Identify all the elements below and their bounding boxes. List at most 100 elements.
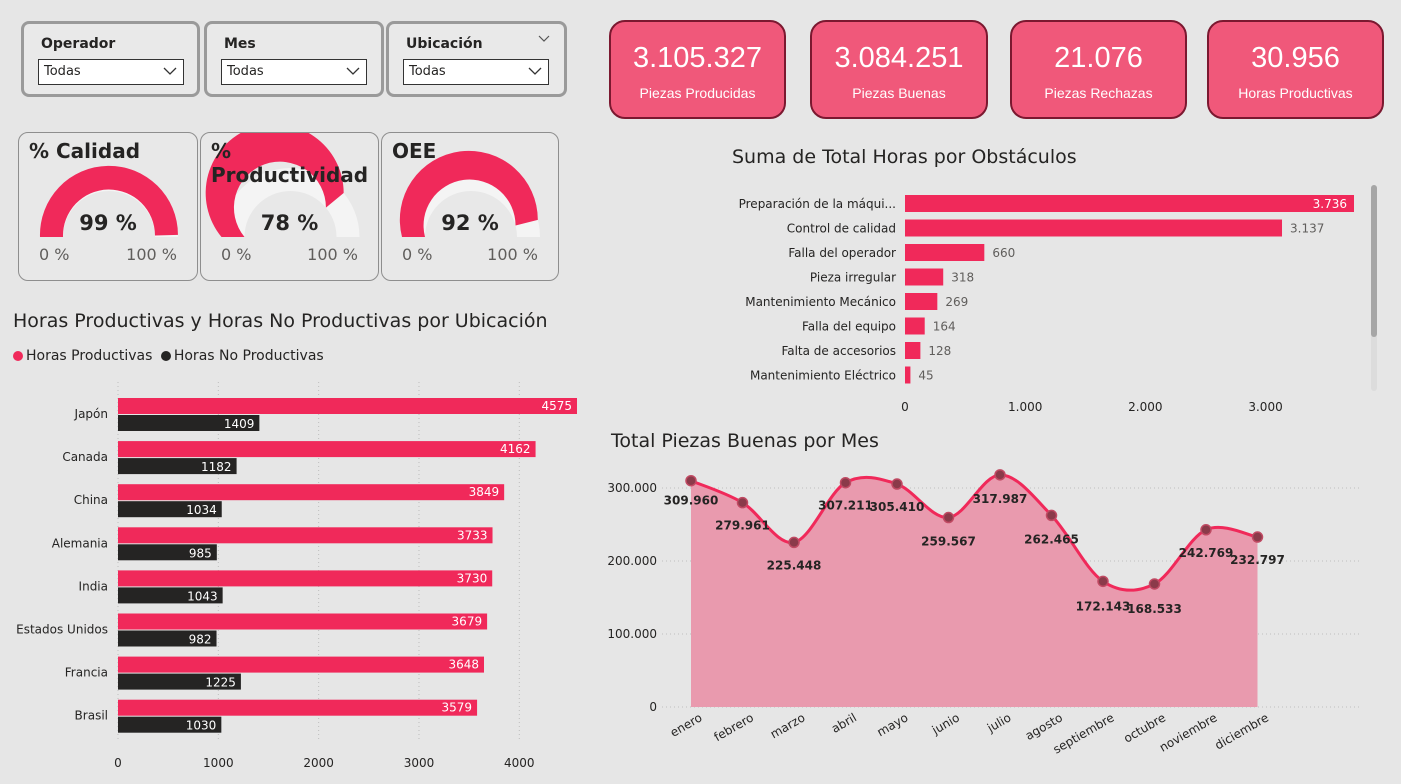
- bar-no-productivas: [118, 458, 237, 475]
- kpi-card-piezas-producidas: 3.105.327 Piezas Producidas: [609, 20, 786, 119]
- data-label: 307.211: [818, 499, 873, 513]
- bar-value-label: 3849: [469, 485, 500, 499]
- bar-value-label: 45: [918, 369, 933, 383]
- scrollbar[interactable]: [1371, 185, 1377, 391]
- slicer-label: Mes: [224, 36, 256, 52]
- scrollbar-thumb[interactable]: [1371, 185, 1377, 337]
- operador-dropdown[interactable]: Todas: [38, 59, 184, 85]
- bar-chart-ubicacion: 0 1000 2000 3000 4000 Japón 4575 1409 Canada 4162…: [16, 382, 577, 770]
- bar-value-label: 3730: [457, 571, 488, 585]
- x-tick-label: agosto: [1023, 710, 1065, 742]
- data-label: 279.961: [715, 519, 770, 533]
- legend-marker: [13, 351, 23, 361]
- data-point: [839, 476, 852, 489]
- kpi-value: 3.105.327: [632, 42, 762, 74]
- bar-value-label: 318: [951, 271, 974, 285]
- bar-productivas: [118, 527, 493, 544]
- data-label: 305.410: [870, 500, 925, 514]
- dropdown-value: Todas: [409, 64, 446, 79]
- slicer-operador[interactable]: Operador Todas: [21, 21, 200, 97]
- legend-item-productivas[interactable]: Horas Productivas: [13, 348, 152, 364]
- slicer-label: Operador: [41, 36, 116, 52]
- bar-obstaculo: [905, 244, 985, 261]
- bar-value-label: 1182: [201, 460, 232, 474]
- bar-value-label: 3679: [452, 615, 483, 629]
- x-tick-label: julio: [984, 710, 1013, 735]
- bar-value-label: 164: [933, 320, 956, 334]
- slicer-ubicacion[interactable]: Ubicación Todas: [386, 21, 567, 97]
- bar-value-label: 1409: [224, 417, 255, 431]
- kpi-card-piezas-buenas: 3.084.251 Piezas Buenas: [810, 20, 988, 119]
- data-point: [1045, 509, 1058, 522]
- kpi-caption: Piezas Buenas: [852, 85, 946, 101]
- ubicacion-dropdown[interactable]: Todas: [403, 59, 549, 85]
- bar-value-label: 4575: [541, 399, 572, 413]
- chart-legend: Horas Productivas Horas No Productivas: [13, 348, 324, 364]
- category-label: Preparación de la máqui...: [739, 197, 896, 211]
- gauge-arc: [39, 165, 178, 237]
- data-point: [942, 511, 955, 524]
- gauge-productividad: % Productividad 78 % 0 % 100 %: [200, 132, 379, 281]
- bar-value-label: 3579: [442, 701, 473, 715]
- data-label: 172.143: [1076, 599, 1131, 613]
- x-tick-label: 2000: [303, 756, 334, 770]
- area-fill: [691, 474, 1258, 707]
- kpi-value: 30.956: [1251, 42, 1340, 74]
- dropdown-value: Todas: [44, 64, 81, 79]
- legend-label: Horas No Productivas: [173, 348, 324, 364]
- legend-item-no-productivas[interactable]: Horas No Productivas: [160, 348, 324, 364]
- gauge-title: % Productividad: [211, 139, 369, 187]
- slicer-mes[interactable]: Mes Todas: [204, 21, 384, 97]
- chart-title-obstaculos: Suma de Total Horas por Obstáculos: [732, 146, 1077, 168]
- chevron-down-icon[interactable]: [538, 35, 550, 43]
- bar-no-productivas: [118, 501, 222, 518]
- data-point: [685, 474, 697, 487]
- gauge-fill: [205, 133, 344, 237]
- bar-obstaculo: [905, 268, 944, 286]
- x-tick-label: febrero: [712, 710, 756, 744]
- category-label: Mantenimiento Mecánico: [745, 295, 896, 309]
- gauge-max: 100 %: [307, 245, 358, 264]
- bar-productivas: [118, 570, 493, 587]
- chevron-down-icon: [528, 67, 542, 75]
- data-label: 225.448: [767, 558, 822, 572]
- bar-no-productivas: [118, 544, 217, 561]
- x-tick-label: 3000: [404, 756, 435, 770]
- bar-productivas: [118, 484, 505, 501]
- bar-productivas: [118, 441, 536, 458]
- category-label: Francia: [65, 666, 108, 680]
- gauge-value: 78 %: [260, 211, 319, 235]
- bar-value-label: 1225: [205, 676, 236, 690]
- x-tick-label: enero: [668, 710, 705, 739]
- gauge-title: OEE: [392, 139, 437, 163]
- gauge-max: 100 %: [126, 245, 177, 264]
- gauge-value: 92 %: [441, 211, 499, 235]
- y-tick-label: 300.000: [607, 481, 657, 495]
- category-label: Estados Unidos: [16, 623, 108, 637]
- data-label: 168.533: [1127, 602, 1182, 616]
- data-point: [1148, 578, 1161, 590]
- category-label: Brasil: [75, 709, 108, 723]
- kpi-card-horas-productivas: 30.956 Horas Productivas: [1207, 20, 1384, 119]
- chart-title-meses: Total Piezas Buenas por Mes: [611, 430, 879, 452]
- area-chart-meses: 0 100.000 200.000 300.000 309.960 279.961 225.…: [607, 469, 1360, 757]
- mes-dropdown[interactable]: Todas: [221, 59, 367, 85]
- bar-no-productivas: [118, 415, 260, 431]
- data-point: [1251, 531, 1264, 543]
- category-label: Mantenimiento Eléctrico: [750, 369, 896, 383]
- bar-value-label: 1034: [186, 503, 217, 517]
- bar-chart-obstaculos: 0 1.000 2.000 3.000 Preparación de la máqui.…: [739, 195, 1354, 414]
- gauge-fill: [39, 165, 178, 237]
- x-tick-label: diciembre: [1212, 710, 1271, 752]
- kpi-caption: Piezas Producidas: [639, 85, 756, 101]
- gauge-fill: [399, 150, 538, 237]
- chevron-down-icon: [163, 67, 177, 75]
- category-label: India: [79, 579, 108, 593]
- data-point: [736, 496, 749, 509]
- x-tick-label: 4000: [504, 756, 535, 770]
- x-tick-label: mayo: [874, 710, 910, 739]
- data-point: [788, 536, 800, 549]
- gauge-title: % Calidad: [29, 139, 141, 163]
- kpi-value: 21.076: [1054, 42, 1143, 74]
- kpi-card-piezas-rechazas: 21.076 Piezas Rechazas: [1010, 20, 1187, 119]
